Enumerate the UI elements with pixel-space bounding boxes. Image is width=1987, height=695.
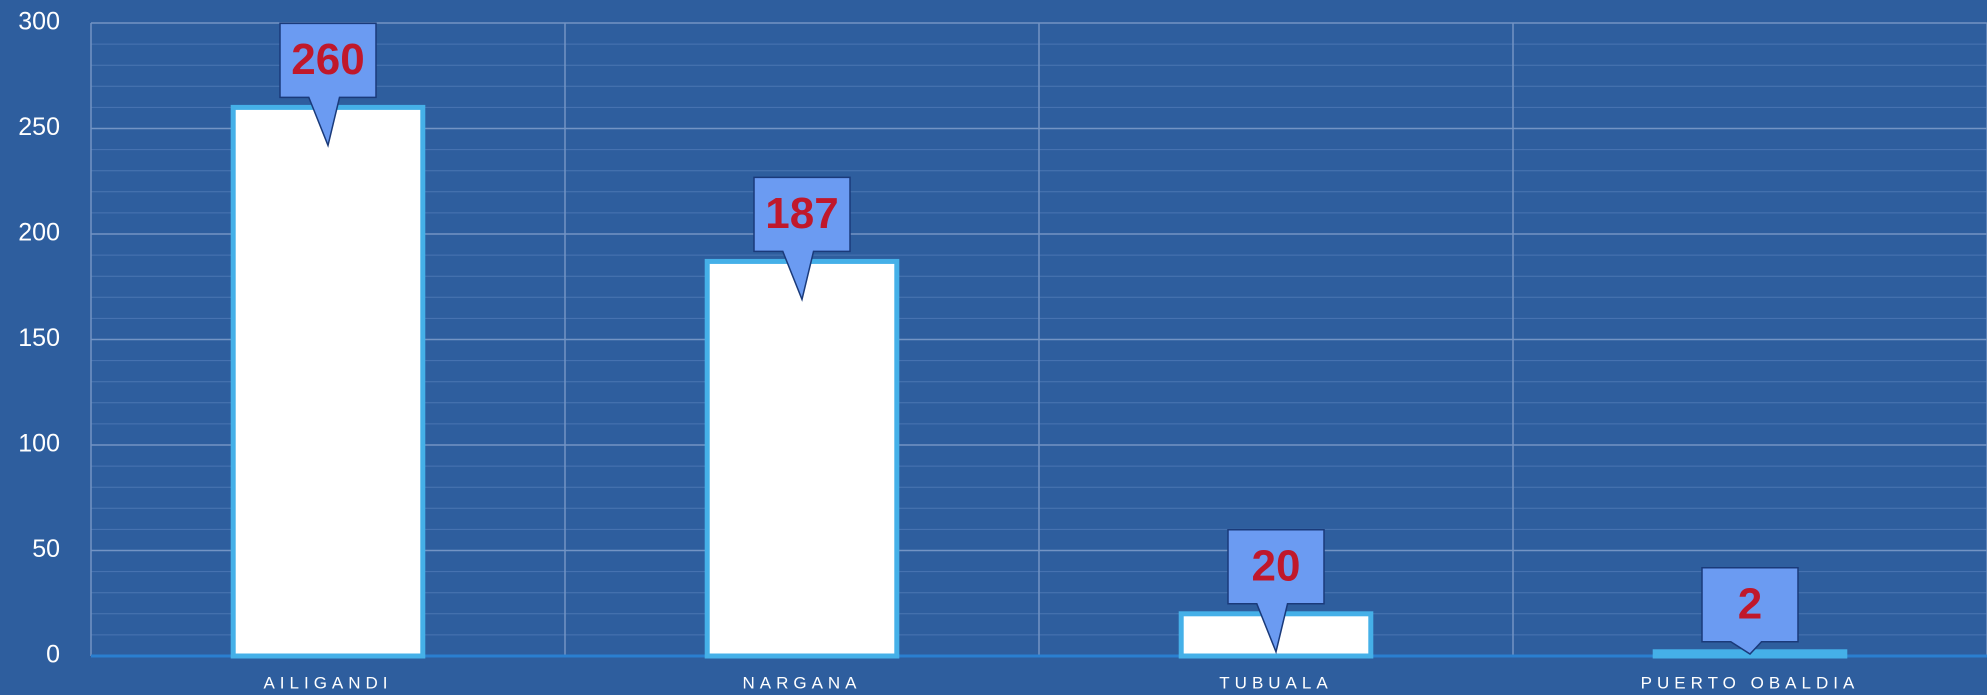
y-tick-label: 200 (18, 219, 60, 247)
callout (1227, 529, 1325, 655)
y-tick-label: 250 (18, 113, 60, 141)
x-tick-label: TUBUALA (1219, 673, 1332, 692)
y-tick-label: 300 (18, 8, 60, 36)
data-label: 20 (1252, 541, 1301, 590)
callout (1701, 567, 1799, 655)
data-label: 260 (291, 35, 364, 84)
data-label: 187 (765, 189, 838, 238)
callout (753, 176, 851, 302)
x-tick-label: NARGANA (742, 673, 861, 692)
x-tick-label: PUERTO OBALDIA (1641, 673, 1860, 692)
x-tick-label: AILIGANDI (263, 673, 392, 692)
callout (279, 22, 377, 148)
bar (704, 258, 900, 659)
y-tick-label: 0 (46, 641, 60, 669)
y-tick-label: 100 (18, 430, 60, 458)
y-tick-label: 150 (18, 324, 60, 352)
data-label: 2 (1738, 579, 1762, 628)
bar (230, 104, 426, 659)
y-tick-label: 50 (32, 535, 60, 563)
